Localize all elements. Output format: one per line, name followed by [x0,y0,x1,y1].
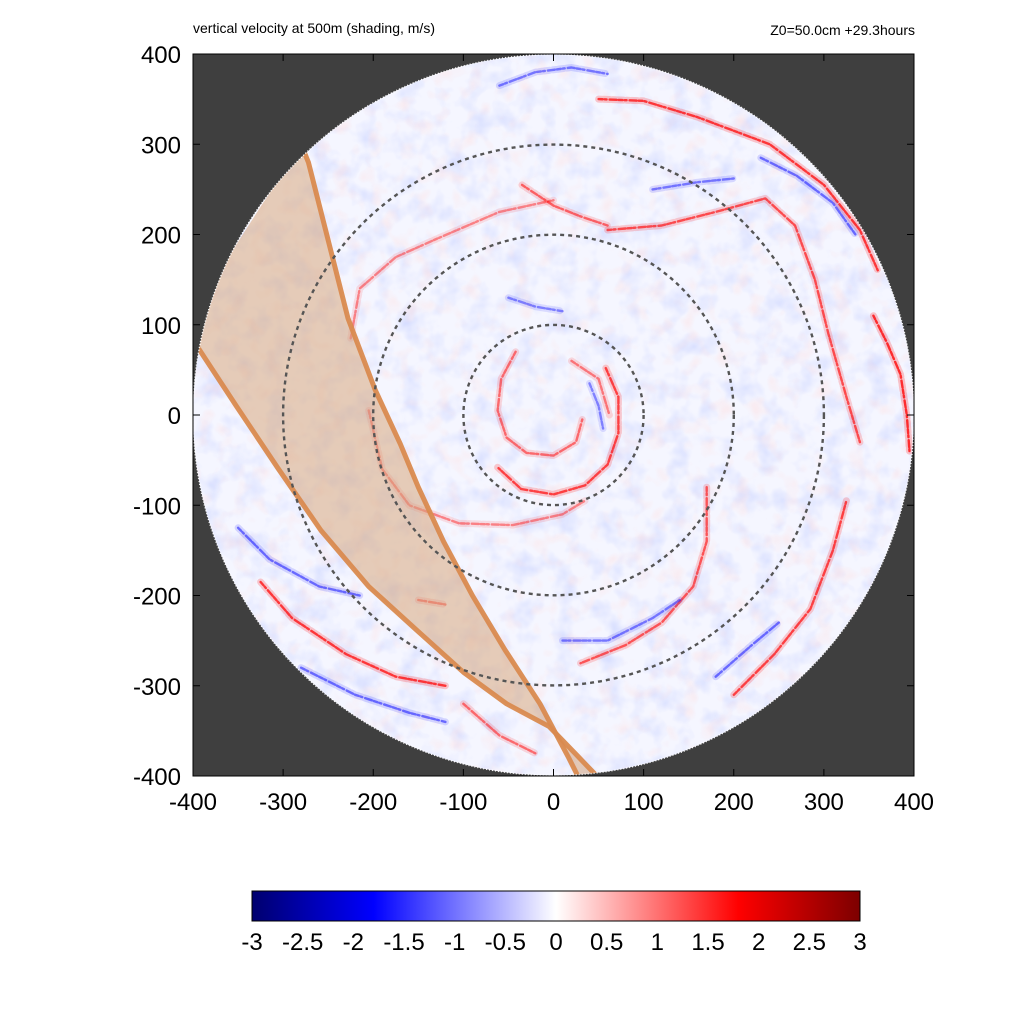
x-tick-label: 300 [804,789,844,816]
x-tick-label: -200 [349,789,397,816]
y-tick-label: -300 [133,674,181,701]
spiral-band-positive [349,198,555,340]
y-tick-label: -100 [133,493,181,520]
spiral-band-negative [498,66,609,87]
y-tick-label: 200 [141,223,181,250]
spiral-band-glow [504,294,566,315]
spiral-band-positive [462,702,537,755]
spiral-band-positive [570,359,611,417]
range-ring [462,323,645,507]
colorbar-tick-label: 2 [752,929,765,956]
colorbar-tick-label: -2.5 [282,929,323,956]
spiral-band-glow [568,357,613,419]
spiral-band-glow [347,196,557,342]
y-tick-label: 300 [141,132,181,159]
spiral-band-glow [559,596,684,645]
spiral-band-positive [496,366,620,496]
spiral-band-glow [649,175,738,193]
x-tick-label: 0 [547,789,560,816]
x-tick-label: 400 [894,789,934,816]
spiral-band-positive [496,350,584,457]
y-tick-label: -200 [133,584,181,611]
colorbar-tick-label: -0.5 [485,929,526,956]
range-ring [372,233,736,597]
x-tick-label: 100 [624,789,664,816]
colorbar-tick-label: -2 [343,929,364,956]
y-tick-label: 0 [168,403,181,430]
x-tick-label: 200 [714,789,754,816]
spiral-band-negative [588,382,605,430]
colorbar-tick-label: -1.5 [383,929,424,956]
spiral-band-negative [759,156,857,236]
chart-title: vertical velocity at 500m (shading, m/s) [193,20,435,36]
swath-edge-left [193,311,599,776]
colorbar-ticks: -3 -2.5 -2 -1.5 -1 -0.5 0 0.5 1 1.5 2 2.5 3 [241,929,866,956]
swath-edge-right [298,143,581,776]
colorbar-tick-label: 3 [853,929,866,956]
colorbar-tick-label: 0 [549,929,562,956]
spiral-band-positive [259,580,447,687]
spiral-band-negative [561,598,681,642]
spiral-band-negative [299,666,447,724]
colorbar-tick-label: 1 [651,929,664,956]
spiral-band-negative [236,526,361,597]
colorbar-tick-label: -3 [241,929,262,956]
range-ring [281,143,826,687]
colorbar-tick-label: 0.5 [590,929,623,956]
spiral-band-positive [579,486,708,665]
x-tick-label: -300 [259,789,307,816]
spiral-band-positive [606,197,862,444]
y-tick-label: 100 [141,313,181,340]
y-tick-label: -400 [133,764,181,791]
swath-overlay [193,143,599,776]
colorbar [251,890,861,922]
spiral-band-negative [651,177,735,191]
spiral-band-positive [732,499,848,696]
colorbar-tick-label: 2.5 [793,929,826,956]
x-axis: -400 -300 -200 -100 0 100 200 300 400 [169,54,934,816]
spiral-band-negative [507,296,564,313]
spiral-bands [234,64,913,757]
swath-fill [193,144,597,776]
spiral-band-positive [520,183,609,227]
spiral-band-positive [872,314,911,453]
chart-info-label: Z0=50.0cm +29.3hours [770,22,915,38]
y-tick-label: 400 [141,42,181,69]
spiral-band-glow [495,64,612,90]
y-axis: -400 -300 -200 -100 0 100 200 300 400 [133,42,914,791]
heatmap-domain [193,54,914,776]
colorbar-tick-label: 1.5 [691,929,724,956]
spiral-band-negative [714,621,780,678]
x-tick-label: -100 [439,789,487,816]
colorbar-tick-label: -1 [444,929,465,956]
spiral-band-positive [597,97,880,272]
x-tick-label: -400 [169,789,217,816]
spiral-band-glow [586,379,607,432]
